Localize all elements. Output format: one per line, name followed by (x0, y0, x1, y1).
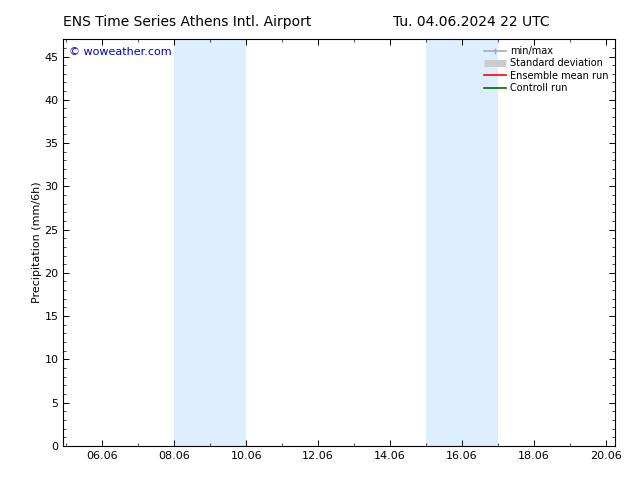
Legend: min/max, Standard deviation, Ensemble mean run, Controll run: min/max, Standard deviation, Ensemble me… (482, 44, 610, 95)
Bar (174, 39, 246, 446)
Bar (426, 39, 498, 446)
Text: © woweather.com: © woweather.com (69, 48, 172, 57)
Text: Tu. 04.06.2024 22 UTC: Tu. 04.06.2024 22 UTC (393, 15, 550, 29)
Text: ENS Time Series Athens Intl. Airport: ENS Time Series Athens Intl. Airport (63, 15, 312, 29)
Y-axis label: Precipitation (mm/6h): Precipitation (mm/6h) (32, 182, 42, 303)
